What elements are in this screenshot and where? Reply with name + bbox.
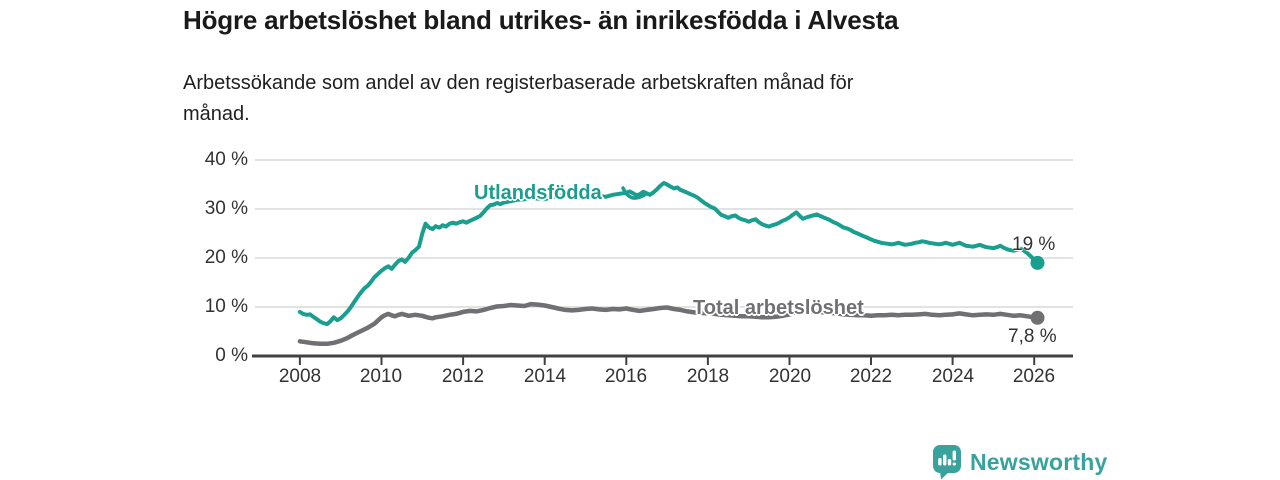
newsworthy-logo-text: Newsworthy — [970, 448, 1108, 475]
x-axis-tick-label: 2010 — [359, 366, 403, 387]
y-axis-tick-label: 30 % — [204, 198, 248, 219]
series-label-utlandsfodda: Utlandsfödda — [474, 182, 602, 204]
y-axis-tick-label: 0 % — [215, 345, 248, 366]
bar-chart-speech-bubble-icon — [933, 445, 961, 480]
page-title: Högre arbetslöshet bland utrikes- än inr… — [183, 5, 899, 35]
series-line-Utlandsfödda — [297, 181, 1040, 327]
series-end-dot-Total arbetslöshet — [1030, 310, 1045, 325]
y-axis-tick-label: 20 % — [204, 247, 248, 268]
x-axis-tick-label: 2020 — [768, 366, 812, 387]
label-connector — [621, 186, 648, 200]
newsworthy-logo: Newsworthy — [932, 445, 1108, 480]
x-axis-tick-label: 2018 — [686, 366, 730, 387]
x-axis-tick-label: 2024 — [931, 366, 975, 387]
series-label-total-arbetsloshet: Total arbetslöshet — [693, 297, 864, 319]
x-axis-tick-label: 2014 — [523, 366, 567, 387]
series-lines — [297, 181, 1045, 347]
series-line-Total arbetslöshet — [297, 301, 1040, 347]
page-subtitle: Arbetssökande som andel av den registerb… — [183, 72, 854, 125]
y-axis-tick-label: 10 % — [204, 296, 248, 317]
x-axis — [252, 354, 1073, 365]
end-value-label-utlandsfodda: 19 % — [1012, 234, 1056, 255]
x-axis-tick-label: 2022 — [849, 366, 893, 387]
end-value-label-total-arbetsloshet: 7,8 % — [1008, 326, 1057, 347]
x-axis-tick-label: 2026 — [1012, 366, 1056, 387]
y-axis-tick-label: 40 % — [204, 149, 248, 170]
series-end-dot-Utlandsfödda — [1030, 255, 1045, 270]
x-axis-tick-label: 2008 — [278, 366, 322, 387]
x-axis-tick-label: 2012 — [441, 366, 485, 387]
x-axis-tick-label: 2016 — [604, 366, 648, 387]
